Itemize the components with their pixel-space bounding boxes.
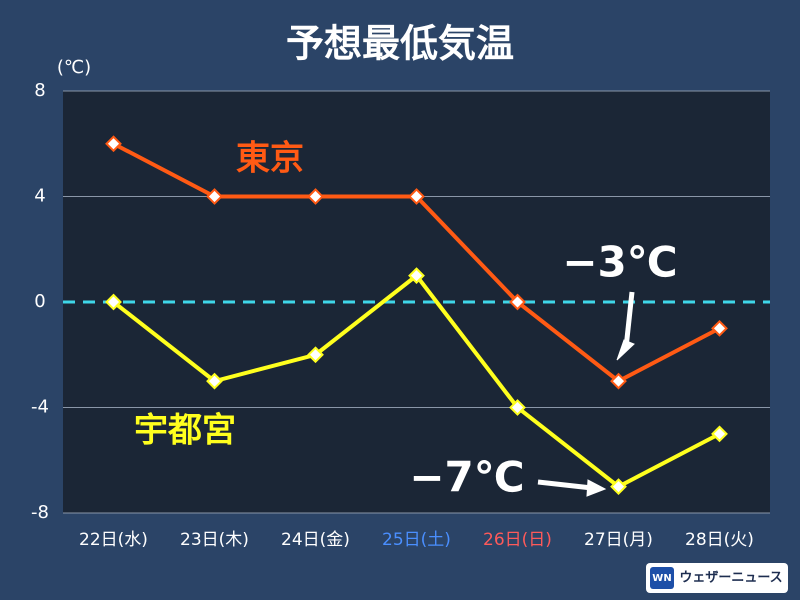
point [206,372,223,390]
arrow [623,291,635,349]
point [610,478,627,496]
chart-title: 予想最低気温 [286,22,514,66]
logo-box [646,563,788,593]
point [610,372,627,390]
y-unit-label: (℃) [57,57,91,78]
series-label: 東京 [236,139,304,179]
arrow-head [616,339,635,361]
x-tick-label: 25日(土) [382,530,451,550]
x-tick-label: 26日(日) [483,530,552,550]
source: ウェザーニュース [679,571,782,586]
point [509,399,526,416]
point [105,135,122,153]
point [408,188,425,205]
x-tick-label: 27日(月) [584,530,653,550]
point [105,293,122,311]
x-tick-label: 24日(金) [281,530,350,550]
arrow-head [586,479,607,497]
point [711,319,728,337]
y-tick-label: -8 [31,502,49,523]
logo-mark: WN [652,573,671,584]
x-tick-label: 23日(木) [180,530,249,550]
point [509,293,526,311]
point [307,346,324,364]
point [711,425,728,443]
arrow [537,479,593,491]
annotation: −3℃ [562,238,677,287]
y-tick-label: -4 [31,397,49,418]
y-tick-label: 0 [34,291,45,312]
logo-icon [650,567,674,589]
point [307,188,324,205]
y-tick-label: 4 [34,186,45,207]
point [408,267,425,285]
x-tick-label: 22日(水) [79,530,148,550]
x-tick-label: 28日(火) [685,530,754,550]
annotation: −7℃ [409,453,524,502]
y-tick-label: 8 [34,80,45,101]
series-label: 宇都宮 [134,411,236,451]
point [206,188,223,205]
